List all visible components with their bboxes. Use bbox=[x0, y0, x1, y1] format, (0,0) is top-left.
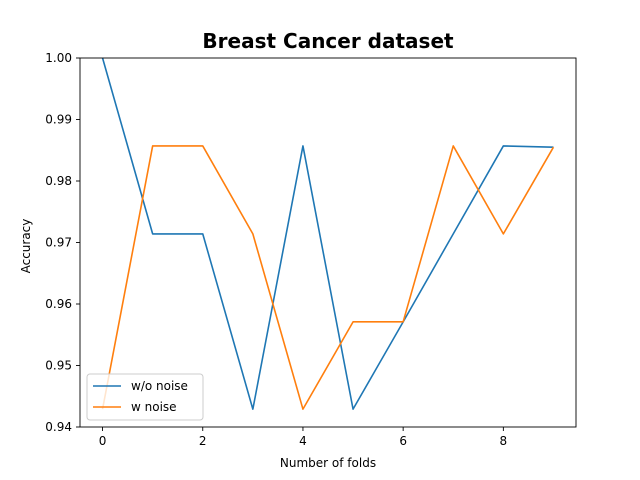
y-tick-label: 0.94 bbox=[45, 420, 72, 434]
y-tick-label: 1.00 bbox=[45, 51, 72, 65]
y-tick-label: 0.96 bbox=[45, 297, 72, 311]
y-axis-label: Accuracy bbox=[19, 219, 33, 274]
legend-label-1: w/o noise bbox=[131, 379, 188, 393]
x-tick-label: 2 bbox=[199, 434, 207, 448]
y-tick-label: 0.97 bbox=[45, 236, 72, 250]
legend-label-2: w noise bbox=[131, 400, 177, 414]
y-tick-label: 0.98 bbox=[45, 174, 72, 188]
legend: w/o noise w noise bbox=[86, 373, 204, 421]
y-tick-label: 0.95 bbox=[45, 359, 72, 373]
x-axis-label: Number of folds bbox=[280, 456, 376, 470]
series-line-2 bbox=[101, 145, 555, 410]
x-tick-label: 8 bbox=[500, 434, 508, 448]
plot-area bbox=[101, 57, 555, 410]
axes: 0 2 4 6 8 0.94 0.95 0.96 0.97 0.98 0.99 1.00 bbox=[45, 51, 577, 448]
x-tick-label: 0 bbox=[99, 434, 107, 448]
chart-title: Breast Cancer dataset bbox=[202, 29, 454, 53]
x-tick-label: 6 bbox=[399, 434, 407, 448]
x-tick-label: 4 bbox=[299, 434, 307, 448]
y-tick-label: 0.99 bbox=[45, 113, 72, 127]
